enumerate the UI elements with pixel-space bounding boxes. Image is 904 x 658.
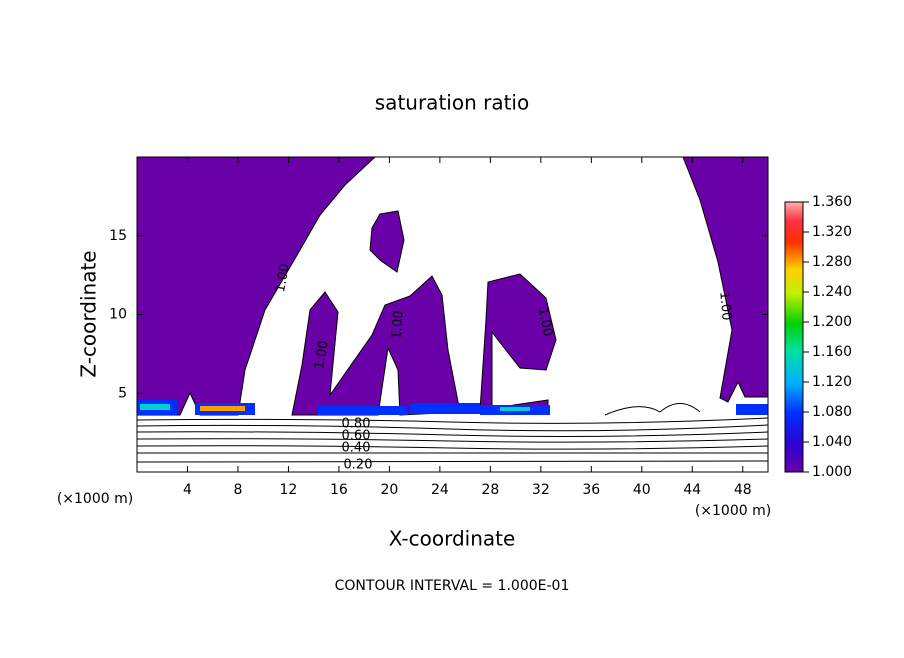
x-tick-label: 4 <box>183 482 192 498</box>
y-tick-label: 5 <box>118 385 127 401</box>
region <box>682 156 769 403</box>
x-tick-label: 40 <box>633 482 651 498</box>
footer: CONTOUR INTERVAL = 1.000E-01 <box>335 578 570 594</box>
band <box>318 406 408 415</box>
contour-label: 0.60 <box>342 429 371 444</box>
contour-label: 0.40 <box>342 441 371 456</box>
x-tick-label: 8 <box>233 482 242 498</box>
x-tick-label: 28 <box>481 482 499 498</box>
x-tick-label: 20 <box>380 482 398 498</box>
region <box>136 156 377 416</box>
contour-label: 1.00 <box>312 339 332 370</box>
contour-label: 1.00 <box>389 310 406 340</box>
x-tick-label: 12 <box>280 482 298 498</box>
contour <box>136 460 769 463</box>
x-tick-label: 16 <box>330 482 348 498</box>
x-tick-label: 48 <box>734 482 752 498</box>
colorbar-tick-label: 1.000 <box>812 464 852 480</box>
contour <box>136 431 769 437</box>
x-axis-label: X-coordinate <box>389 527 516 551</box>
contour-label: 0.80 <box>342 417 371 432</box>
band <box>736 404 768 415</box>
y-axis-label: Z-coordinate <box>77 250 101 377</box>
x-tick-label: 44 <box>683 482 701 498</box>
colorbar-tick-label: 1.080 <box>812 404 852 420</box>
contour-label: 1.00 <box>716 291 733 321</box>
contour <box>136 445 769 450</box>
region <box>479 273 557 413</box>
contour-label: 1.00 <box>535 306 555 337</box>
colorbar-tick-label: 1.320 <box>812 224 852 240</box>
contour <box>136 438 769 443</box>
region <box>369 210 405 273</box>
colorbar-tick-label: 1.160 <box>812 344 852 360</box>
colorbar-tick-label: 1.280 <box>812 254 852 270</box>
x-unit: (×1000 m) <box>695 503 771 519</box>
contour-label: 1.00 <box>273 262 293 293</box>
band <box>200 406 245 411</box>
x-tick-label: 32 <box>532 482 550 498</box>
colorbar <box>784 201 804 473</box>
band <box>410 403 480 414</box>
chart-title: saturation ratio <box>375 91 529 115</box>
contour <box>136 417 769 424</box>
band <box>500 407 530 411</box>
contour-lines <box>136 403 769 463</box>
colorbar-tick-label: 1.200 <box>812 314 852 330</box>
x-tick-label: 24 <box>431 482 449 498</box>
field <box>136 156 769 416</box>
contour-label: 0.20 <box>344 458 373 473</box>
colorbar-tick-label: 1.120 <box>812 374 852 390</box>
colorbar-tick-label: 1.240 <box>812 284 852 300</box>
moist-bands <box>137 400 768 415</box>
colorbar-tick-label: 1.040 <box>812 434 852 450</box>
contour <box>604 403 701 416</box>
x-unit: (×1000 m) <box>57 491 133 507</box>
region <box>291 275 461 416</box>
y-tick-label: 10 <box>109 307 127 323</box>
contour <box>136 424 769 432</box>
x-tick-label: 36 <box>582 482 600 498</box>
colorbar-tick-label: 1.360 <box>812 194 852 210</box>
band <box>140 404 170 410</box>
y-tick-label: 15 <box>109 228 127 244</box>
